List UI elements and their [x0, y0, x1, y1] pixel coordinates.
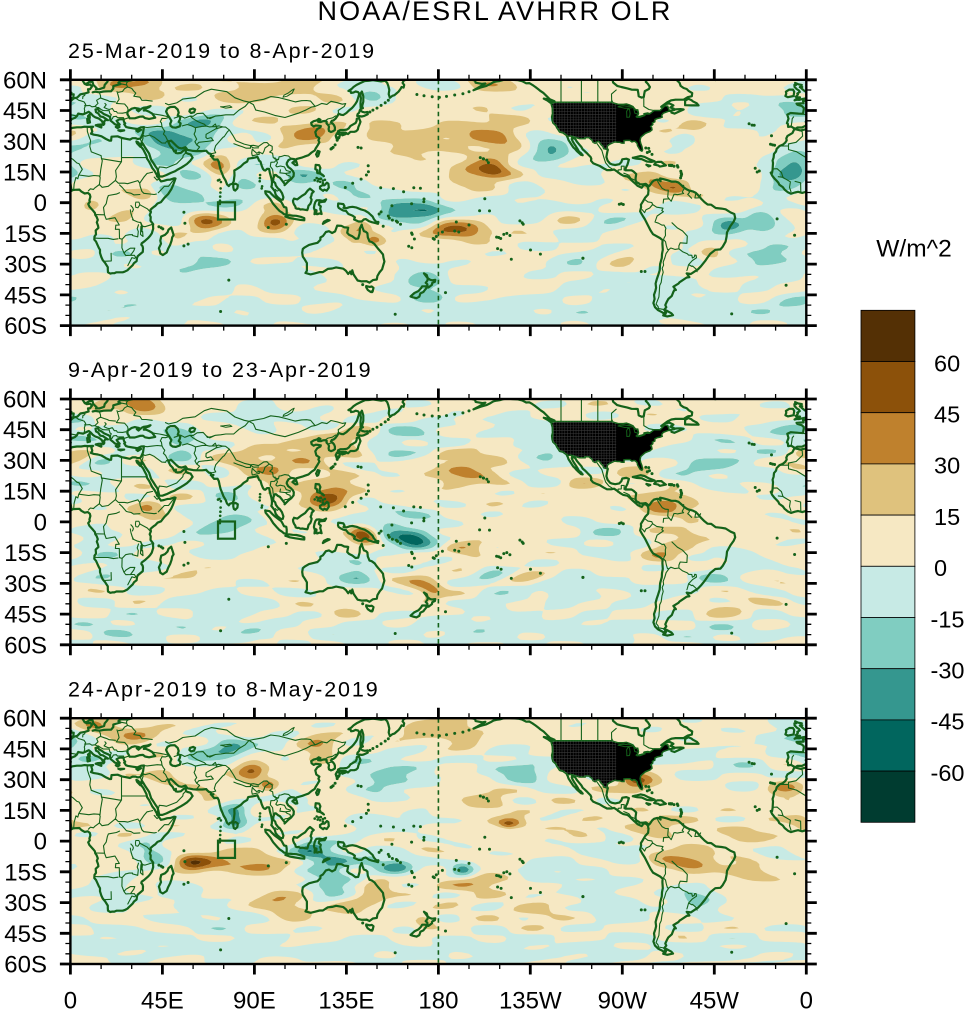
svg-text:15S: 15S — [4, 859, 47, 886]
svg-text:90E: 90E — [233, 988, 276, 1014]
svg-text:0: 0 — [800, 988, 813, 1014]
svg-text:60N: 60N — [3, 387, 47, 414]
svg-text:30S: 30S — [4, 252, 47, 279]
svg-text:15N: 15N — [3, 479, 47, 506]
svg-text:15N: 15N — [3, 160, 47, 187]
svg-text:45N: 45N — [3, 98, 47, 125]
svg-text:60N: 60N — [3, 706, 47, 733]
svg-text:60S: 60S — [4, 952, 47, 979]
svg-text:45N: 45N — [3, 417, 47, 444]
svg-text:0: 0 — [934, 555, 947, 581]
svg-text:45N: 45N — [3, 736, 47, 763]
svg-text:15: 15 — [934, 504, 960, 530]
svg-text:60: 60 — [934, 350, 960, 376]
svg-text:30: 30 — [934, 453, 960, 479]
svg-text:-45: -45 — [931, 709, 964, 735]
svg-text:30S: 30S — [4, 890, 47, 917]
svg-text:-60: -60 — [931, 760, 964, 786]
svg-text:30N: 30N — [3, 448, 47, 475]
svg-text:30N: 30N — [3, 129, 47, 156]
svg-text:15S: 15S — [4, 221, 47, 248]
svg-text:45S: 45S — [4, 602, 47, 629]
svg-text:25-Mar-2019 to 8-Apr-2019: 25-Mar-2019 to 8-Apr-2019 — [68, 39, 376, 63]
svg-text:45S: 45S — [4, 921, 47, 948]
svg-text:30N: 30N — [3, 767, 47, 794]
svg-text:-30: -30 — [931, 658, 964, 684]
svg-text:24-Apr-2019 to 8-May-2019: 24-Apr-2019 to 8-May-2019 — [68, 677, 380, 701]
svg-text:0: 0 — [64, 988, 77, 1014]
svg-text:60N: 60N — [3, 67, 47, 94]
svg-text:45S: 45S — [4, 282, 47, 309]
svg-text:0: 0 — [34, 509, 47, 536]
svg-text:90W: 90W — [598, 988, 648, 1014]
svg-text:135W: 135W — [499, 988, 562, 1014]
svg-text:0: 0 — [34, 190, 47, 217]
svg-text:60S: 60S — [4, 313, 47, 340]
svg-text:30S: 30S — [4, 571, 47, 598]
svg-text:180: 180 — [418, 988, 458, 1014]
svg-text:15S: 15S — [4, 540, 47, 567]
svg-text:45E: 45E — [141, 988, 184, 1014]
svg-text:45W: 45W — [690, 988, 740, 1014]
svg-text:W/m^2: W/m^2 — [876, 236, 951, 263]
svg-text:45: 45 — [934, 402, 960, 428]
svg-text:15N: 15N — [3, 798, 47, 825]
svg-text:-15: -15 — [931, 606, 964, 632]
svg-text:0: 0 — [34, 829, 47, 856]
svg-text:60S: 60S — [4, 632, 47, 659]
svg-text:9-Apr-2019 to 23-Apr-2019: 9-Apr-2019 to 23-Apr-2019 — [68, 358, 372, 382]
svg-text:135E: 135E — [318, 988, 374, 1014]
svg-text:NOAA/ESRL AVHRR OLR: NOAA/ESRL AVHRR OLR — [318, 0, 673, 26]
